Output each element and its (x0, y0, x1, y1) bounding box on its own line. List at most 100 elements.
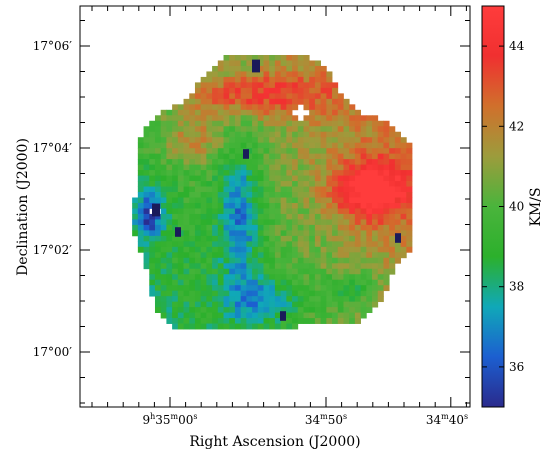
heatmap-cell (309, 76, 316, 83)
heatmap-cell (337, 159, 344, 166)
heatmap-cell (257, 208, 264, 215)
heatmap-cell (326, 159, 333, 166)
heatmap-cell (177, 115, 184, 122)
heatmap-cell (246, 219, 253, 226)
heatmap-cell (332, 268, 339, 275)
heatmap-cell (194, 202, 202, 209)
heatmap-cell (389, 224, 396, 231)
heatmap-cell (274, 148, 282, 155)
heatmap-cell (389, 131, 396, 138)
heatmap-cell (395, 233, 401, 243)
heatmap-cell (372, 126, 379, 133)
heatmap-cell (217, 76, 224, 83)
heatmap-cell (309, 115, 316, 122)
heatmap-cell (320, 318, 327, 324)
heatmap-cell (292, 60, 299, 67)
heatmap-cell (200, 307, 207, 313)
heatmap-cell (366, 235, 373, 242)
heatmap-cell (292, 159, 299, 166)
heatmap-cell (326, 153, 333, 160)
heatmap-cell (269, 263, 276, 270)
heatmap-cell (303, 186, 310, 193)
heatmap-cell (297, 268, 304, 275)
heatmap-cell (320, 285, 327, 292)
heatmap-cell (243, 149, 249, 159)
heatmap-cell (160, 142, 167, 149)
heatmap-cell (252, 104, 259, 111)
heatmap-cell (154, 268, 162, 275)
heatmap-cell (189, 224, 196, 231)
heatmap-cell (269, 137, 276, 144)
heatmap-cell (166, 246, 173, 253)
heatmap-cell (246, 126, 253, 133)
heatmap-cell (360, 235, 367, 242)
heatmap-cell (297, 235, 304, 242)
heatmap-cell (234, 235, 242, 242)
heatmap-cell (206, 109, 213, 116)
heatmap-cell (166, 186, 173, 193)
heatmap-cell (377, 252, 384, 259)
heatmap-cell (149, 219, 156, 226)
heatmap-cell (349, 301, 356, 308)
heatmap-cell (320, 296, 327, 303)
heatmap-cell (320, 159, 327, 166)
heatmap-cell (286, 197, 293, 204)
heatmap-cell (394, 186, 401, 193)
heatmap-cell (349, 192, 356, 198)
heatmap-cell (166, 192, 173, 198)
heatmap-cell (246, 296, 253, 303)
heatmap-cell (343, 263, 350, 270)
heatmap-cell (354, 137, 361, 144)
heatmap-cell (212, 142, 219, 149)
heatmap-cell (309, 148, 316, 155)
heatmap-cell (229, 252, 236, 259)
heatmap-cell (303, 285, 310, 292)
heatmap-cell (154, 274, 162, 281)
heatmap-cell (343, 186, 350, 193)
heatmap-cell (303, 197, 310, 204)
heatmap-cell (206, 263, 213, 270)
heatmap-cell (229, 307, 236, 313)
heatmap-cell (137, 142, 144, 149)
heatmap-cell (183, 170, 190, 176)
heatmap-cell (166, 170, 173, 176)
heatmap-cell (343, 126, 350, 133)
heatmap-cell (206, 246, 213, 253)
heatmap-cell (326, 279, 333, 286)
heatmap-cell (183, 219, 190, 226)
heatmap-cell (200, 219, 207, 226)
heatmap-cell (177, 312, 184, 319)
heatmap-cell (394, 246, 401, 253)
heatmap-cell (297, 153, 304, 160)
heatmap-cell (366, 153, 373, 160)
heatmap-cell (400, 224, 407, 231)
heatmap-cell (349, 213, 356, 220)
heatmap-cell (354, 230, 361, 237)
heatmap-cell (292, 98, 299, 105)
heatmap-cell (189, 257, 196, 264)
heatmap-cell (252, 230, 259, 237)
heatmap-cell (394, 153, 401, 160)
heatmap-cell (303, 213, 310, 220)
heatmap-cell (280, 181, 287, 187)
heatmap-cell (389, 126, 396, 133)
heatmap-cell (263, 241, 270, 248)
heatmap-cell (406, 181, 413, 187)
heatmap-cell (360, 312, 367, 319)
heatmap-cell (274, 181, 282, 187)
heatmap-cell (400, 202, 407, 209)
heatmap-cell (297, 55, 304, 61)
heatmap-cell (189, 148, 196, 155)
heatmap-cell (292, 296, 299, 303)
heatmap-cell (406, 159, 413, 166)
heatmap-cell (360, 268, 367, 275)
heatmap-cell (394, 131, 401, 138)
heatmap-cell (297, 224, 304, 231)
heatmap-cell (172, 285, 179, 292)
heatmap-cell (354, 153, 361, 160)
heatmap-cell (269, 104, 276, 111)
heatmap-cell (263, 170, 270, 176)
heatmap-cell (212, 323, 219, 330)
heatmap-cell (223, 279, 230, 286)
heatmap-cell (349, 257, 356, 264)
